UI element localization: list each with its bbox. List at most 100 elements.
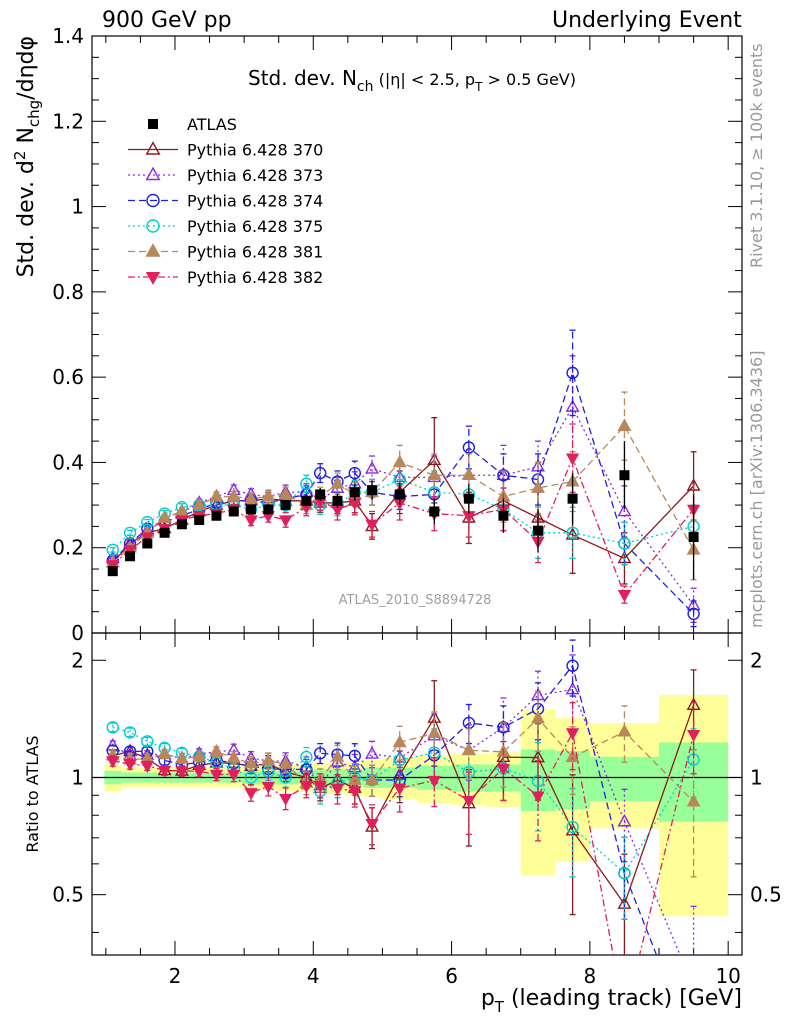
y-tick-label: 1.2 bbox=[52, 109, 84, 133]
main-point bbox=[123, 545, 137, 558]
ratio-point bbox=[348, 786, 362, 799]
main-point bbox=[686, 478, 701, 491]
ratio-point bbox=[619, 1012, 631, 1022]
ratio-point bbox=[192, 766, 206, 779]
main-point bbox=[300, 477, 313, 490]
y-tick-label: 0.4 bbox=[52, 450, 84, 474]
main-point bbox=[566, 526, 579, 539]
ratio-point bbox=[365, 746, 380, 759]
ratio-point bbox=[157, 746, 172, 759]
ratio-point bbox=[617, 813, 632, 827]
ratio-point bbox=[686, 793, 701, 807]
header-left: 900 GeV pp bbox=[102, 8, 232, 33]
main-point bbox=[313, 466, 327, 480]
ratio-point bbox=[261, 753, 276, 766]
main-point bbox=[261, 488, 276, 502]
main-point bbox=[619, 470, 630, 481]
legend-entry: ATLAS bbox=[148, 115, 237, 134]
legend-label: Pythia 6.428 382 bbox=[187, 268, 323, 287]
main-point bbox=[365, 519, 379, 532]
ratio-tick-label: 1 bbox=[71, 765, 84, 789]
ratio-point bbox=[617, 723, 632, 737]
main-point bbox=[159, 527, 170, 538]
main-point bbox=[617, 503, 632, 517]
ratio-point bbox=[313, 780, 327, 793]
ratio-point bbox=[244, 788, 258, 801]
x-tick-label: 2 bbox=[169, 964, 182, 988]
main-point bbox=[332, 495, 343, 506]
main-point bbox=[565, 453, 580, 466]
ratio-point bbox=[209, 769, 224, 782]
ratio-tick-label: 0.5 bbox=[52, 883, 84, 907]
main-point bbox=[244, 515, 258, 528]
main-point bbox=[348, 466, 361, 480]
green-band bbox=[589, 756, 660, 802]
ratio-point bbox=[348, 749, 361, 763]
main-point bbox=[211, 510, 222, 521]
legend-marker bbox=[145, 166, 161, 181]
ratio-point bbox=[347, 772, 362, 785]
legend-entry: Pythia 6.428 373 bbox=[128, 166, 323, 185]
ratio-point bbox=[123, 759, 137, 772]
legend-label: ATLAS bbox=[187, 115, 237, 134]
ratio-point bbox=[531, 687, 545, 701]
x-tick-label: 4 bbox=[307, 964, 320, 988]
ratio-point bbox=[106, 721, 119, 734]
legend: ATLAS Pythia 6.428 370 Pythia 6.428 373 Pyt… bbox=[128, 115, 323, 287]
ratio-point bbox=[226, 750, 241, 763]
legend-entry: Pythia 6.428 375 bbox=[128, 217, 323, 236]
ratio-point bbox=[227, 769, 241, 782]
main-point bbox=[123, 526, 137, 539]
ratio-point bbox=[427, 725, 442, 739]
main-point bbox=[226, 488, 241, 502]
legend-label: Pythia 6.428 381 bbox=[187, 243, 323, 262]
ratio-point bbox=[531, 791, 545, 804]
main-point bbox=[315, 489, 326, 500]
ratio-series-3 bbox=[106, 639, 658, 955]
ratio-tick-label: 2 bbox=[71, 648, 84, 672]
main-point bbox=[394, 489, 405, 500]
main-point bbox=[244, 490, 259, 504]
main-point bbox=[194, 514, 205, 525]
main-point bbox=[463, 493, 474, 504]
ratio-series-6 bbox=[106, 702, 701, 1022]
legend-entry: Pythia 6.428 370 bbox=[128, 141, 323, 160]
y-tick-label: 0.8 bbox=[52, 280, 84, 304]
main-point bbox=[157, 510, 172, 523]
main-point bbox=[392, 454, 407, 468]
legend-marker bbox=[146, 193, 160, 208]
ratio-point bbox=[140, 761, 154, 774]
main-point bbox=[533, 525, 544, 536]
main-point bbox=[367, 485, 378, 496]
ratio-point bbox=[365, 772, 380, 785]
main-point bbox=[263, 504, 274, 515]
legend-marker bbox=[146, 219, 160, 233]
x-tick-label: 8 bbox=[584, 964, 597, 988]
ratio-point bbox=[141, 735, 154, 748]
main-point bbox=[278, 486, 293, 500]
ratio-point bbox=[365, 818, 379, 831]
ratio-point bbox=[393, 783, 407, 796]
rivet-label: Rivet 3.1.10, ≥ 100k events bbox=[747, 43, 766, 268]
main-point bbox=[246, 504, 257, 515]
legend-entry: Pythia 6.428 374 bbox=[128, 192, 323, 211]
legend-label: Pythia 6.428 370 bbox=[187, 141, 323, 160]
ratio-series-line bbox=[112, 726, 695, 875]
main-point bbox=[209, 488, 224, 502]
main-series-0 bbox=[107, 441, 699, 580]
ratio-point bbox=[618, 867, 631, 880]
main-point bbox=[106, 560, 120, 573]
y-tick-label: 1.4 bbox=[52, 24, 84, 48]
ratio-point bbox=[392, 750, 407, 763]
main-point bbox=[531, 480, 545, 493]
y-axis-label: Std. dev. d2 Nchg/dηdφ bbox=[11, 36, 43, 277]
chart-title: Std. dev. Nch (|η| < 2.5, pT > 0.5 GeV) bbox=[248, 66, 576, 95]
main-point bbox=[565, 527, 580, 540]
legend-marker bbox=[148, 119, 158, 129]
ratio-point bbox=[278, 756, 293, 769]
ratio-point bbox=[565, 728, 580, 741]
legend-label: Pythia 6.428 374 bbox=[187, 192, 323, 211]
analysis-watermark: ATLAS_2010_S8894728 bbox=[339, 593, 492, 608]
header-right: Underlying Event bbox=[552, 8, 742, 33]
